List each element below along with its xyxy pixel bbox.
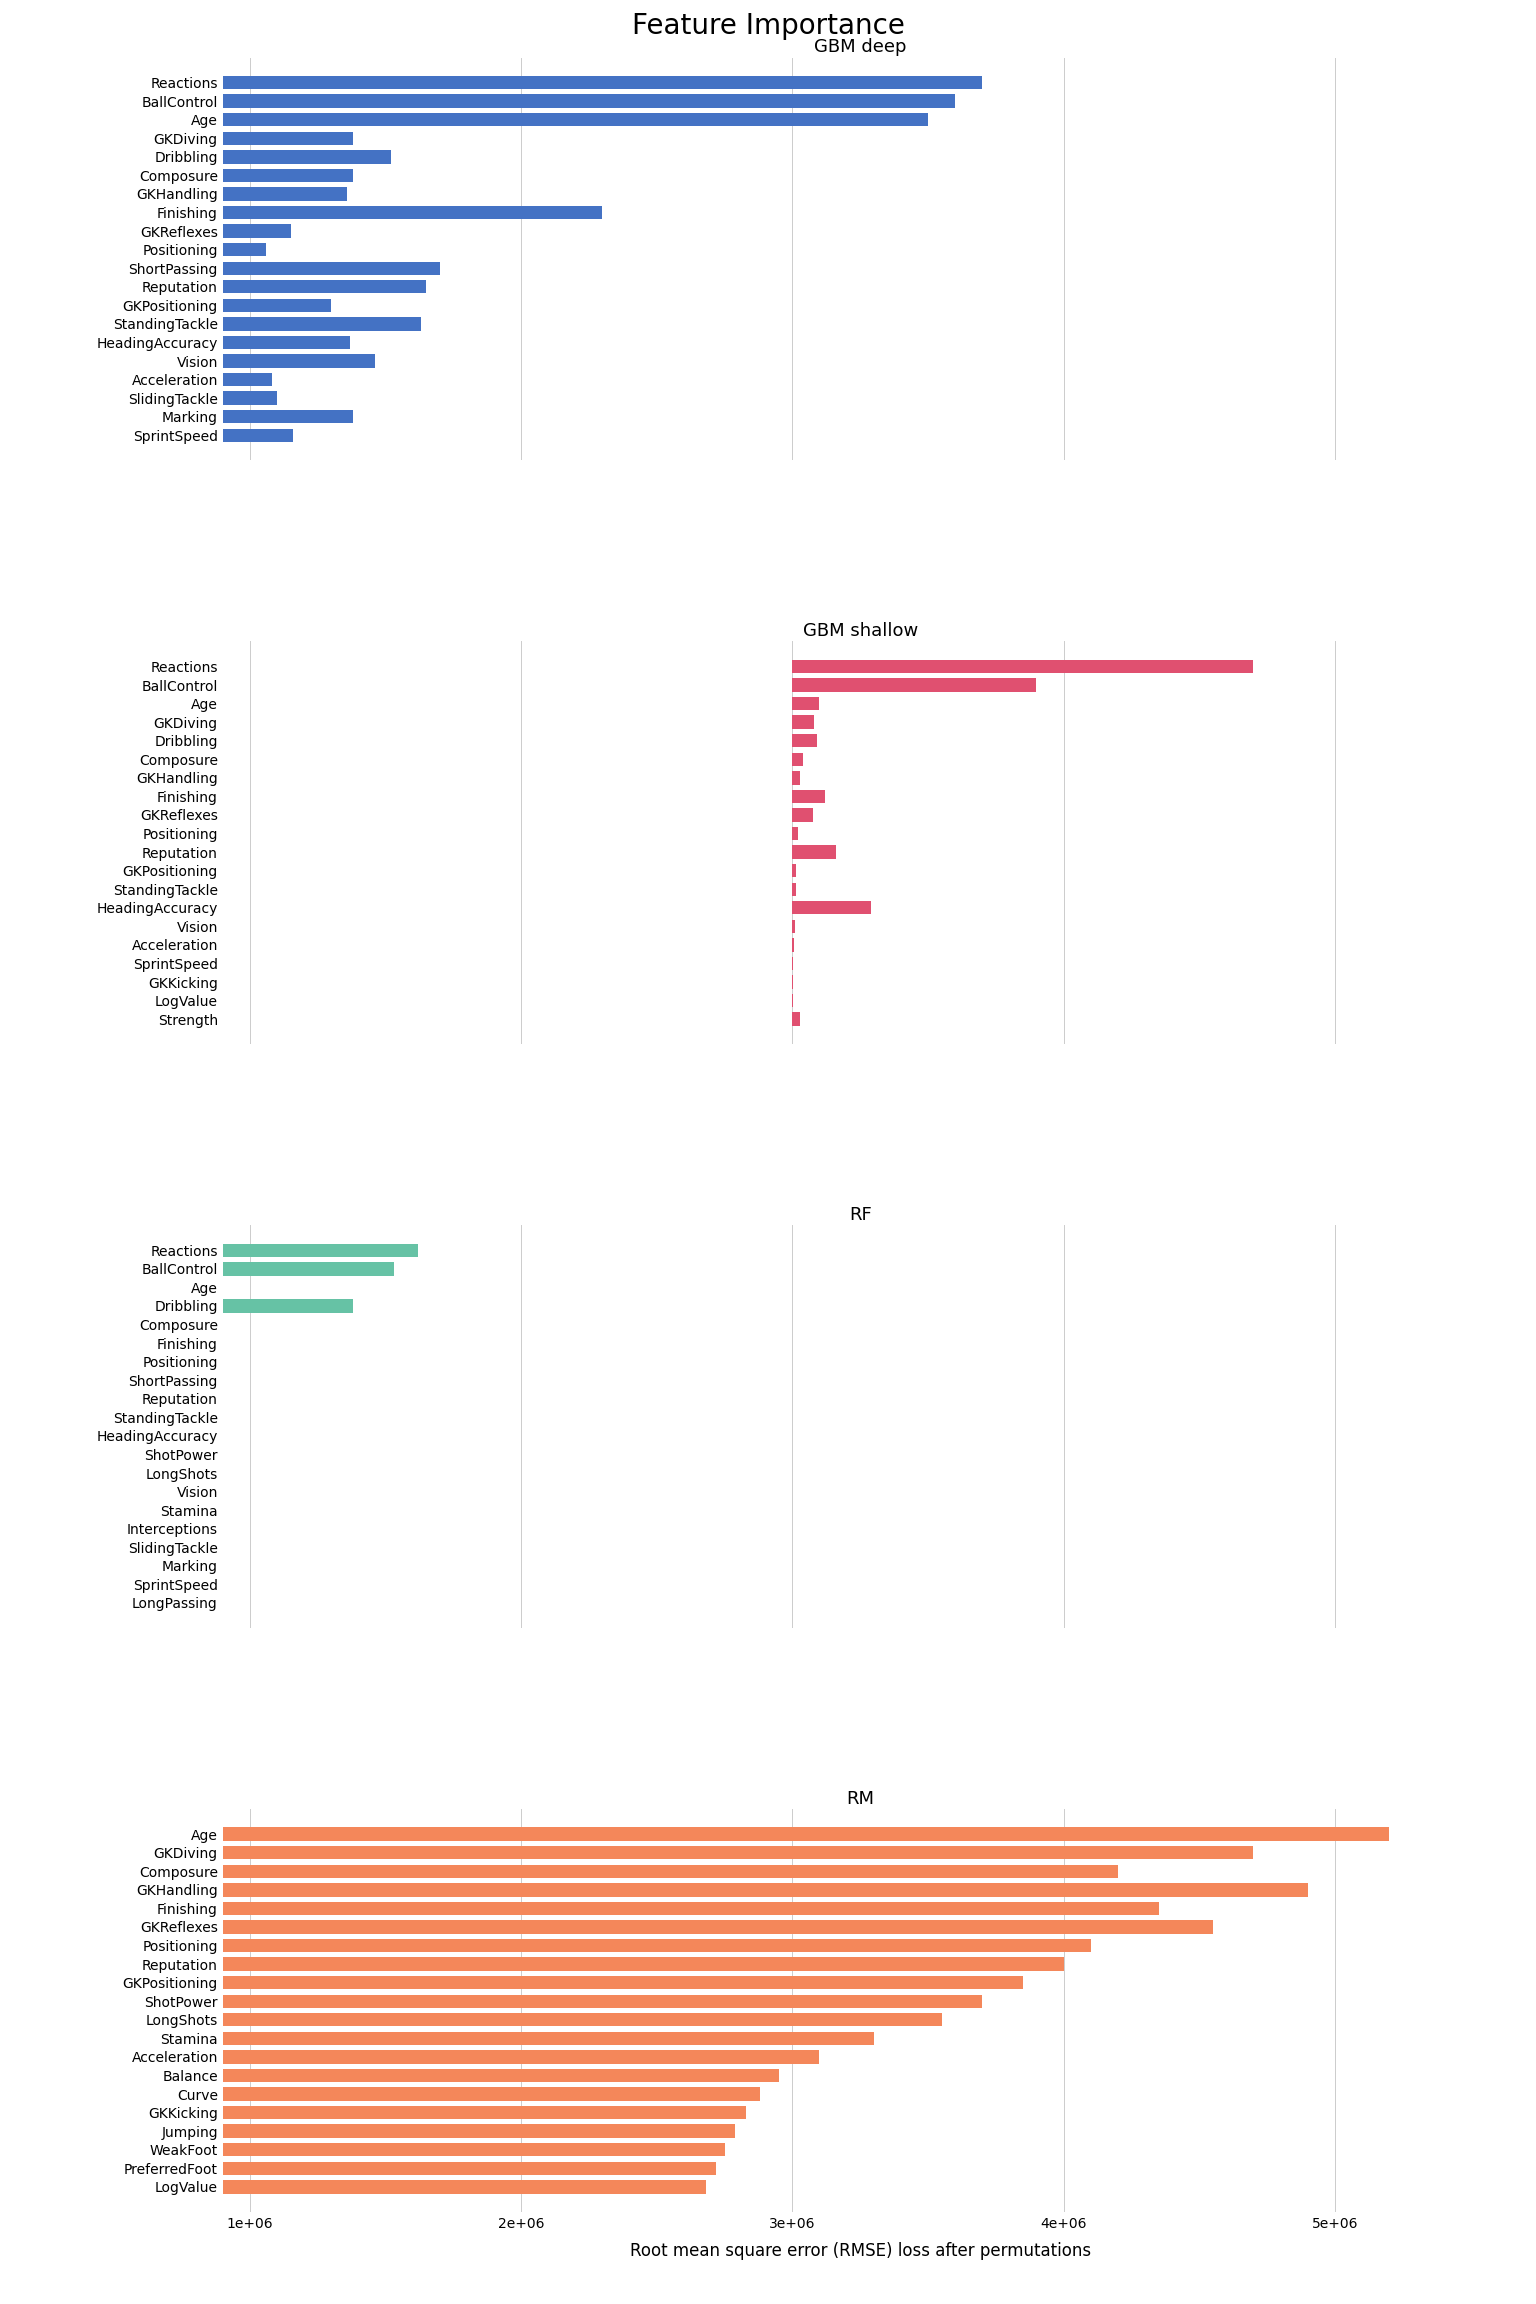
Bar [0, 1882, 1307, 1896]
Bar [0, 1465, 63, 1479]
Bar [0, 1940, 1091, 1951]
Bar [0, 187, 347, 200]
Bar [793, 677, 1037, 691]
Bar [0, 1995, 982, 2007]
Bar [0, 242, 266, 256]
Bar [793, 809, 813, 823]
Bar [0, 113, 928, 127]
Bar [0, 1864, 1118, 1878]
Bar [793, 753, 803, 765]
Bar [0, 2069, 779, 2083]
Bar [0, 318, 421, 329]
Bar [0, 1263, 393, 1276]
Bar [0, 1901, 1158, 1915]
Bar [0, 1447, 66, 1461]
Bar [0, 2161, 716, 2175]
Bar [793, 659, 1253, 673]
Bar [0, 2124, 736, 2138]
Bar [0, 1336, 109, 1350]
Bar [793, 901, 871, 915]
Bar [0, 131, 353, 145]
Bar [793, 919, 794, 933]
Bar [0, 1410, 141, 1424]
Bar [0, 1560, 77, 1574]
Bar [793, 735, 817, 746]
Bar [0, 168, 353, 182]
Title: GBM deep: GBM deep [814, 39, 906, 55]
Bar [0, 300, 332, 311]
Bar [793, 696, 820, 710]
Title: RM: RM [846, 1790, 874, 1809]
Bar [0, 1244, 418, 1258]
Bar [793, 827, 797, 841]
Bar [0, 1958, 1063, 1970]
Bar [0, 1373, 223, 1387]
Bar [0, 1355, 195, 1369]
Bar [0, 1541, 84, 1553]
Bar [0, 1597, 74, 1610]
Bar [0, 1827, 1389, 1841]
Bar [0, 2143, 725, 2157]
Bar [0, 1281, 55, 1295]
Bar [0, 373, 272, 387]
Bar [0, 223, 290, 237]
Bar [0, 410, 353, 424]
Bar [0, 1392, 101, 1405]
Text: Feature Importance: Feature Importance [631, 12, 905, 39]
Bar [0, 1578, 52, 1592]
Bar [0, 150, 390, 164]
Bar [0, 1486, 147, 1498]
Bar [0, 1523, 84, 1534]
Bar [0, 1505, 57, 1516]
Bar [793, 846, 836, 859]
Bar [0, 76, 982, 90]
X-axis label: Root mean square error (RMSE) loss after permutations: Root mean square error (RMSE) loss after… [630, 2242, 1091, 2260]
Bar [793, 790, 825, 804]
Bar [0, 2180, 705, 2193]
Bar [793, 772, 800, 783]
Title: RF: RF [849, 1205, 871, 1223]
Bar [0, 1919, 1213, 1933]
Bar [0, 281, 425, 293]
Bar [0, 1299, 353, 1313]
Bar [0, 355, 375, 369]
Bar [793, 1011, 800, 1025]
Bar [0, 1977, 1023, 1988]
Bar [0, 263, 439, 274]
Bar [0, 2087, 760, 2101]
Bar [0, 94, 955, 108]
Bar [0, 336, 350, 350]
Title: GBM shallow: GBM shallow [802, 622, 919, 641]
Bar [793, 882, 796, 896]
Bar [0, 2032, 874, 2046]
Bar [0, 2106, 746, 2120]
Bar [0, 205, 602, 219]
Bar [793, 717, 814, 728]
Bar [0, 1846, 1253, 1859]
Bar [0, 429, 293, 442]
Bar [793, 864, 796, 878]
Bar [0, 2051, 820, 2064]
Bar [0, 1428, 74, 1442]
Bar [0, 1318, 163, 1332]
Bar [0, 2014, 942, 2028]
Bar [0, 392, 276, 406]
